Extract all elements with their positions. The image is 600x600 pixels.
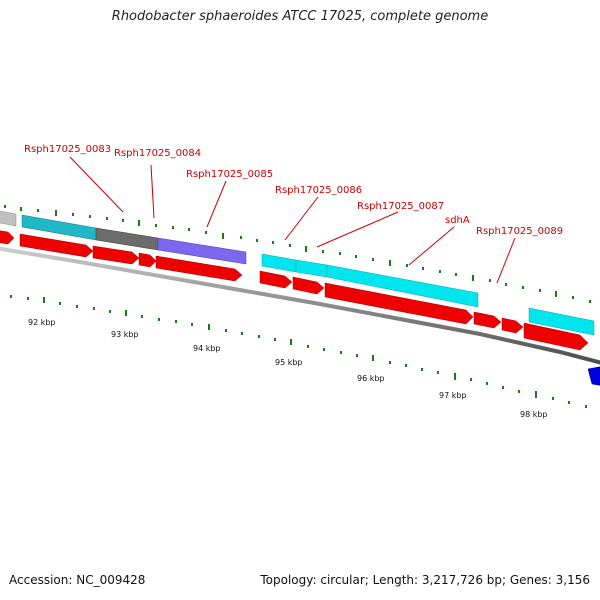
cds-arrow-1 (0, 230, 15, 245)
upper-feature-row (0, 210, 595, 336)
gene-label-0083: Rsph17025_0083 (24, 144, 111, 155)
leader-0086 (284, 196, 319, 241)
scale-label-94: 94 kbp (193, 344, 221, 353)
leader-0083 (69, 156, 124, 213)
leader-0084 (150, 164, 155, 219)
gene-labels: Rsph17025_0083 Rsph17025_0084 Rsph17025_… (24, 144, 563, 237)
scale-label-95: 95 kbp (275, 358, 303, 367)
scale-label-96: 96 kbp (357, 374, 385, 383)
leader-0087 (316, 211, 399, 248)
feature-cyan-0089 (528, 307, 595, 336)
scale-labels: 92 kbp 93 kbp 94 kbp 95 kbp 96 kbp 97 kb… (28, 318, 548, 419)
inner-tick-row (10, 295, 587, 408)
genome-summary-text: Topology: circular; Length: 3,217,726 bp… (260, 573, 590, 587)
cds-arrow-10 (501, 317, 524, 334)
cds-arrow-11 (523, 322, 589, 351)
cds-arrow-5 (155, 255, 243, 282)
accession-text: Accession: NC_009428 (9, 573, 146, 587)
feature-gray-left (0, 210, 17, 227)
gene-label-0087: Rsph17025_0087 (357, 201, 444, 212)
feature-purple-0085 (157, 237, 247, 265)
cds-arrow-6 (259, 270, 293, 289)
scale-label-93: 93 kbp (111, 330, 139, 339)
gene-label-0085: Rsph17025_0085 (186, 169, 273, 180)
gene-label-0084: Rsph17025_0084 (114, 148, 201, 159)
leader-0085 (206, 180, 227, 228)
cds-arrow-3 (92, 245, 140, 265)
gene-label-0086: Rsph17025_0086 (275, 185, 362, 196)
feature-cyan-sdhA (326, 264, 479, 308)
label-leader-lines (69, 156, 516, 284)
feature-cyan-0087 (295, 259, 328, 278)
gene-label-0089: Rsph17025_0089 (476, 226, 563, 237)
leader-0089 (496, 237, 516, 284)
cds-arrow-9 (473, 311, 502, 329)
cds-arrow-row (0, 230, 589, 351)
genome-backbone (0, 246, 600, 365)
cds-arrow-2 (19, 233, 94, 258)
scale-label-97: 97 kbp (439, 391, 467, 400)
cds-arrow-7 (292, 276, 325, 295)
feature-blue-edge (587, 366, 600, 386)
outer-tick-row (4, 205, 591, 303)
cds-arrow-8 (324, 282, 474, 325)
leader-sdhA (408, 226, 455, 266)
scale-label-98: 98 kbp (520, 410, 548, 419)
gene-label-sdhA: sdhA (445, 215, 470, 226)
scale-label-92: 92 kbp (28, 318, 56, 327)
feature-cyan-0086 (261, 253, 297, 273)
feature-gray-0084 (95, 227, 159, 251)
map-title: Rhodobacter sphaeroides ATCC 17025, comp… (111, 9, 489, 24)
cds-arrow-4 (138, 252, 157, 268)
